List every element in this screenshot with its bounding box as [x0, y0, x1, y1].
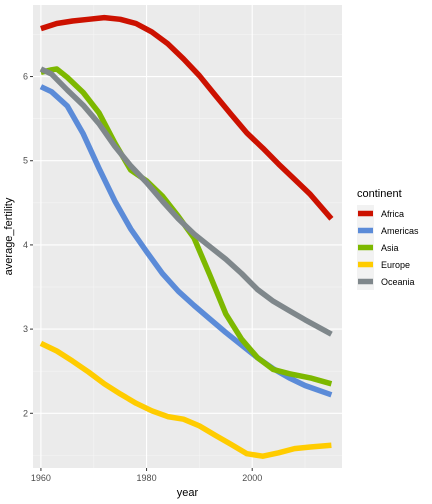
y-axis-title: average_fertility [3, 197, 15, 275]
legend-label-americas: Americas [381, 226, 419, 236]
series-lines [39, 14, 334, 459]
x-axis-ticks: 1960 1980 2000 [31, 468, 262, 483]
series-line-europe [39, 340, 332, 459]
series-line-oceania [39, 66, 333, 337]
legend-label-europe: Europe [381, 260, 410, 270]
x-tick-label: 1960 [31, 473, 51, 483]
y-tick-label: 6 [23, 72, 28, 82]
plot-panel [33, 5, 342, 468]
legend-title: continent [357, 188, 402, 200]
series-line-africa [40, 14, 334, 221]
x-tick-label: 1980 [137, 473, 157, 483]
y-axis-ticks: 2 3 4 5 6 [23, 72, 33, 418]
grid-lines [33, 5, 342, 468]
y-tick-label: 2 [23, 408, 28, 418]
y-tick-label: 4 [23, 240, 28, 250]
x-tick-label: 2000 [242, 473, 262, 483]
legend-label-oceania: Oceania [381, 277, 415, 287]
legend-label-asia: Asia [381, 243, 399, 253]
y-tick-label: 3 [23, 324, 28, 334]
legend-label-africa: Africa [381, 209, 404, 219]
legend: continent Africa Americas Asia Europe Oceani… [357, 188, 419, 290]
y-tick-label: 5 [23, 156, 28, 166]
x-axis-title: year [177, 487, 199, 499]
